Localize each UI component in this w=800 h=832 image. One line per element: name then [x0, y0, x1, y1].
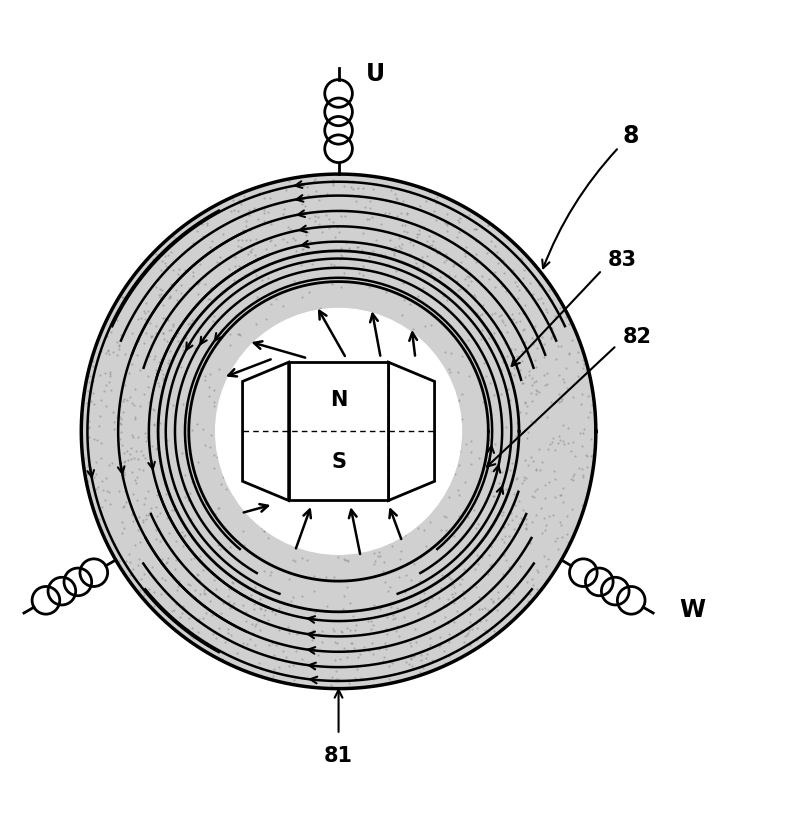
Polygon shape: [158, 251, 519, 612]
Text: S: S: [331, 453, 346, 473]
Text: U: U: [366, 62, 385, 87]
Text: N: N: [330, 390, 347, 410]
Polygon shape: [82, 174, 596, 689]
Circle shape: [216, 309, 462, 554]
Text: 8: 8: [622, 124, 639, 148]
Polygon shape: [242, 362, 289, 501]
Text: 81: 81: [324, 746, 353, 766]
Polygon shape: [389, 362, 434, 501]
Text: 83: 83: [607, 250, 636, 270]
Text: 82: 82: [622, 327, 652, 347]
Text: W: W: [679, 598, 706, 622]
Polygon shape: [289, 362, 389, 501]
